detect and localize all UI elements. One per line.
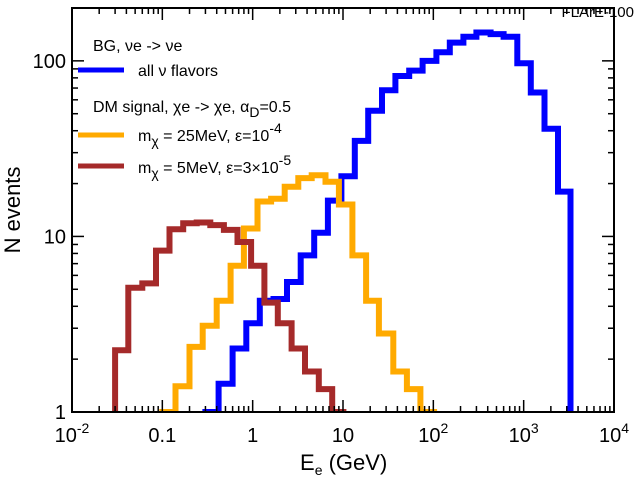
legend-label-all-flavors: all ν flavors (138, 63, 218, 80)
series-line-1 (159, 172, 438, 412)
x-tick-label-exp: -2 (77, 420, 90, 436)
x-tick-label: 10-2 (55, 420, 90, 447)
x-tick-label-base: 10 (599, 425, 621, 447)
legend-25mev-sub: χ (151, 133, 159, 149)
x-axis-title: Ee (GeV) (300, 450, 387, 478)
y-tick-label: 100 (33, 51, 66, 73)
legend-label-25mev: mχ = 25MeV, ε=10-4 (138, 120, 282, 149)
legend-5mev-sup: -5 (279, 152, 292, 168)
x-axis-title-main: E (300, 450, 315, 475)
chart-title: FLArE-100 (561, 4, 634, 21)
legend-5mev-pre: m (138, 160, 151, 177)
x-tick-label-base: 10 (418, 425, 440, 447)
series-line-0 (202, 29, 574, 412)
x-axis-title-sub: e (315, 462, 323, 478)
x-tick-label: 1 (247, 425, 258, 447)
x-tick-label-base: 0.1 (148, 425, 176, 447)
x-tick-label: 102 (418, 420, 448, 447)
series-line-2 (112, 219, 347, 412)
legend-5mev-sub: χ (151, 165, 159, 181)
legend-5mev-mid: = 5MeV, ε=3×10 (159, 160, 279, 177)
series-layer (112, 29, 574, 412)
legend-bg-header: BG, νe -> νe (93, 38, 182, 55)
legend-dm-header: DM signal, χe -> χe, αD=0.5 (93, 99, 291, 120)
x-tick-label: 0.1 (148, 425, 176, 447)
x-tick-label-base: 10 (509, 425, 531, 447)
x-tick-label-base: 10 (332, 425, 354, 447)
legend: BG, νe -> νe all ν flavors DM signal, χe… (78, 38, 291, 181)
x-tick-label-base: 10 (55, 425, 77, 447)
legend-dm-header-rest: =0.5 (259, 99, 291, 116)
legend-dm-header-main: DM signal, χe -> χe, α (93, 99, 249, 116)
x-tick-label-exp: 3 (531, 420, 539, 436)
legend-25mev-pre: m (138, 128, 151, 145)
legend-label-5mev: mχ = 5MeV, ε=3×10-5 (138, 152, 291, 181)
x-axis-title-rest: (GeV) (322, 450, 387, 475)
x-tick-label: 10 (332, 425, 354, 447)
x-tick-label: 104 (599, 420, 629, 447)
y-axis-title: N events (0, 167, 25, 254)
x-tick-label-exp: 2 (441, 420, 449, 436)
legend-25mev-mid: = 25MeV, ε=10 (159, 128, 270, 145)
x-tick-label-base: 1 (247, 425, 258, 447)
x-tick-label-exp: 4 (621, 420, 629, 436)
y-tick-label: 1 (55, 402, 66, 424)
y-tick-label: 10 (44, 226, 66, 248)
legend-25mev-sup: -4 (269, 120, 282, 136)
x-tick-label: 103 (509, 420, 539, 447)
legend-dm-header-sub: D (249, 104, 259, 120)
